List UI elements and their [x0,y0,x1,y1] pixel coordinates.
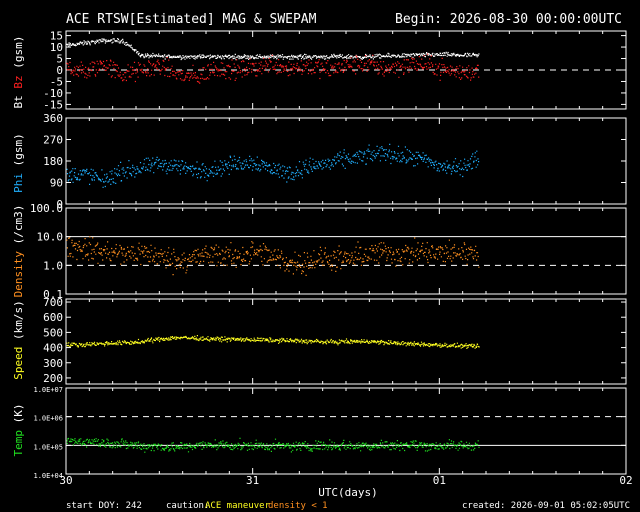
caution-ace-maneuver: ACE maneuver [205,501,271,511]
created-time: created: 2026-09-01 05:02:05UTC [462,501,630,511]
speed-ytick-label: 700 [43,296,63,309]
temp-unit-label: (K) [12,404,25,424]
bz-points [66,53,480,84]
phi-ylabel: Phi (gsm) [12,133,25,193]
phi-series [66,143,480,188]
density-ylabel: Density (/cm3) [12,205,25,298]
mag-ylabel: Bt Bz (gsm) [12,36,25,109]
phi-ytick-label: 90 [50,177,63,190]
temp-ytick-label: 1.0E+05 [33,443,63,451]
caution-density: density < 1 [268,501,328,511]
panels: 151050-5-10-15360270180900100.010.01.00.… [30,30,627,480]
speed-ytick-label: 300 [43,357,63,370]
phi-ytick-label: 270 [43,134,63,147]
phi-ytick-label: 0 [56,198,63,211]
caution-label: caution: [166,501,209,511]
density-series [66,236,480,276]
phi-panel: 360 270 180 90 0 [43,112,627,211]
phi-points [66,143,480,188]
x-tick-label: 31 [246,474,259,487]
x-tick-label: 01 [433,474,446,487]
density-frame [65,207,627,295]
temp-points [66,437,480,453]
x-axis-label: UTC(days) [318,486,378,499]
density-ytick-label: 0.1 [43,288,63,301]
svg-text:Bt Bz (gsm): Bt Bz (gsm) [12,36,25,109]
x-axis-ticks: 30 31 01 02 [59,474,632,487]
temp-ytick-label: 1.0E+07 [33,386,63,394]
phi-label: Phi [12,173,25,193]
mag-ytick-label: -5 [50,75,63,88]
bz-series [66,53,480,84]
speed-unit-label: (km/s) [12,300,25,340]
density-unit-label: (/cm3) [12,205,25,245]
speed-ytick-label: 400 [43,342,63,355]
phi-ytick-label: 180 [43,155,63,168]
svg-text:Temp (K): Temp (K) [12,404,25,457]
bz-label: Bz [12,75,25,88]
speed-label: Speed [12,347,25,380]
svg-text:Density (/cm3): Density (/cm3) [12,205,25,298]
start-doy: start DOY: 242 [66,501,142,511]
speed-ytick-label: 600 [43,311,63,324]
speed-ylabel: Speed (km/s) [12,300,25,380]
x-tick-label: 02 [619,474,632,487]
mag-ytick-label: 15 [50,30,63,43]
mag-ytick-label: 10 [50,41,63,54]
density-label: Density [12,251,25,298]
density-points [66,236,480,276]
phi-ytick-label: 360 [43,112,63,125]
speed-points [66,335,480,349]
temp-label: Temp [12,430,25,457]
speed-ytick-label: 500 [43,326,63,339]
mag-ytick-label: 0 [56,64,63,77]
mag-ytick-label: -15 [43,98,63,111]
x-tick-label: 30 [59,474,72,487]
temp-series [66,437,480,453]
chart-title: ACE RTSW[Estimated] MAG & SWEPAM [66,12,317,27]
mag-ytick-label: 5 [56,53,63,66]
temp-panel: 1.0E+07 1.0E+06 1.0E+05 1.0E+04 [33,386,627,480]
bt-points [66,38,480,61]
speed-panel: 700 600 500 400 300 200 [43,296,627,385]
mag-ytick-label: -10 [43,87,63,100]
temp-ytick-label: 1.0E+04 [33,472,63,480]
temp-ylabel: Temp (K) [12,404,25,457]
density-ytick-label: 10.0 [37,231,64,244]
svg-text:Speed (km/s): Speed (km/s) [12,300,25,380]
density-ytick-label: 100.0 [30,202,63,215]
begin-time: Begin: 2026-08-30 00:00:00UTC [395,12,622,27]
svg-text:Phi (gsm): Phi (gsm) [12,133,25,193]
phi-unit-label: (gsm) [12,133,25,166]
bt-series [66,38,480,61]
density-panel: 100.0 10.0 1.0 0.1 [30,202,627,301]
speed-series [66,335,480,349]
temp-frame [65,387,627,475]
bt-label: Bt [12,95,25,108]
speed-ytick-label: 200 [43,372,63,385]
density-ytick-label: 1.0 [43,259,63,272]
temp-ytick-label: 1.0E+06 [33,415,63,423]
mag-unit-label: (gsm) [12,36,25,69]
